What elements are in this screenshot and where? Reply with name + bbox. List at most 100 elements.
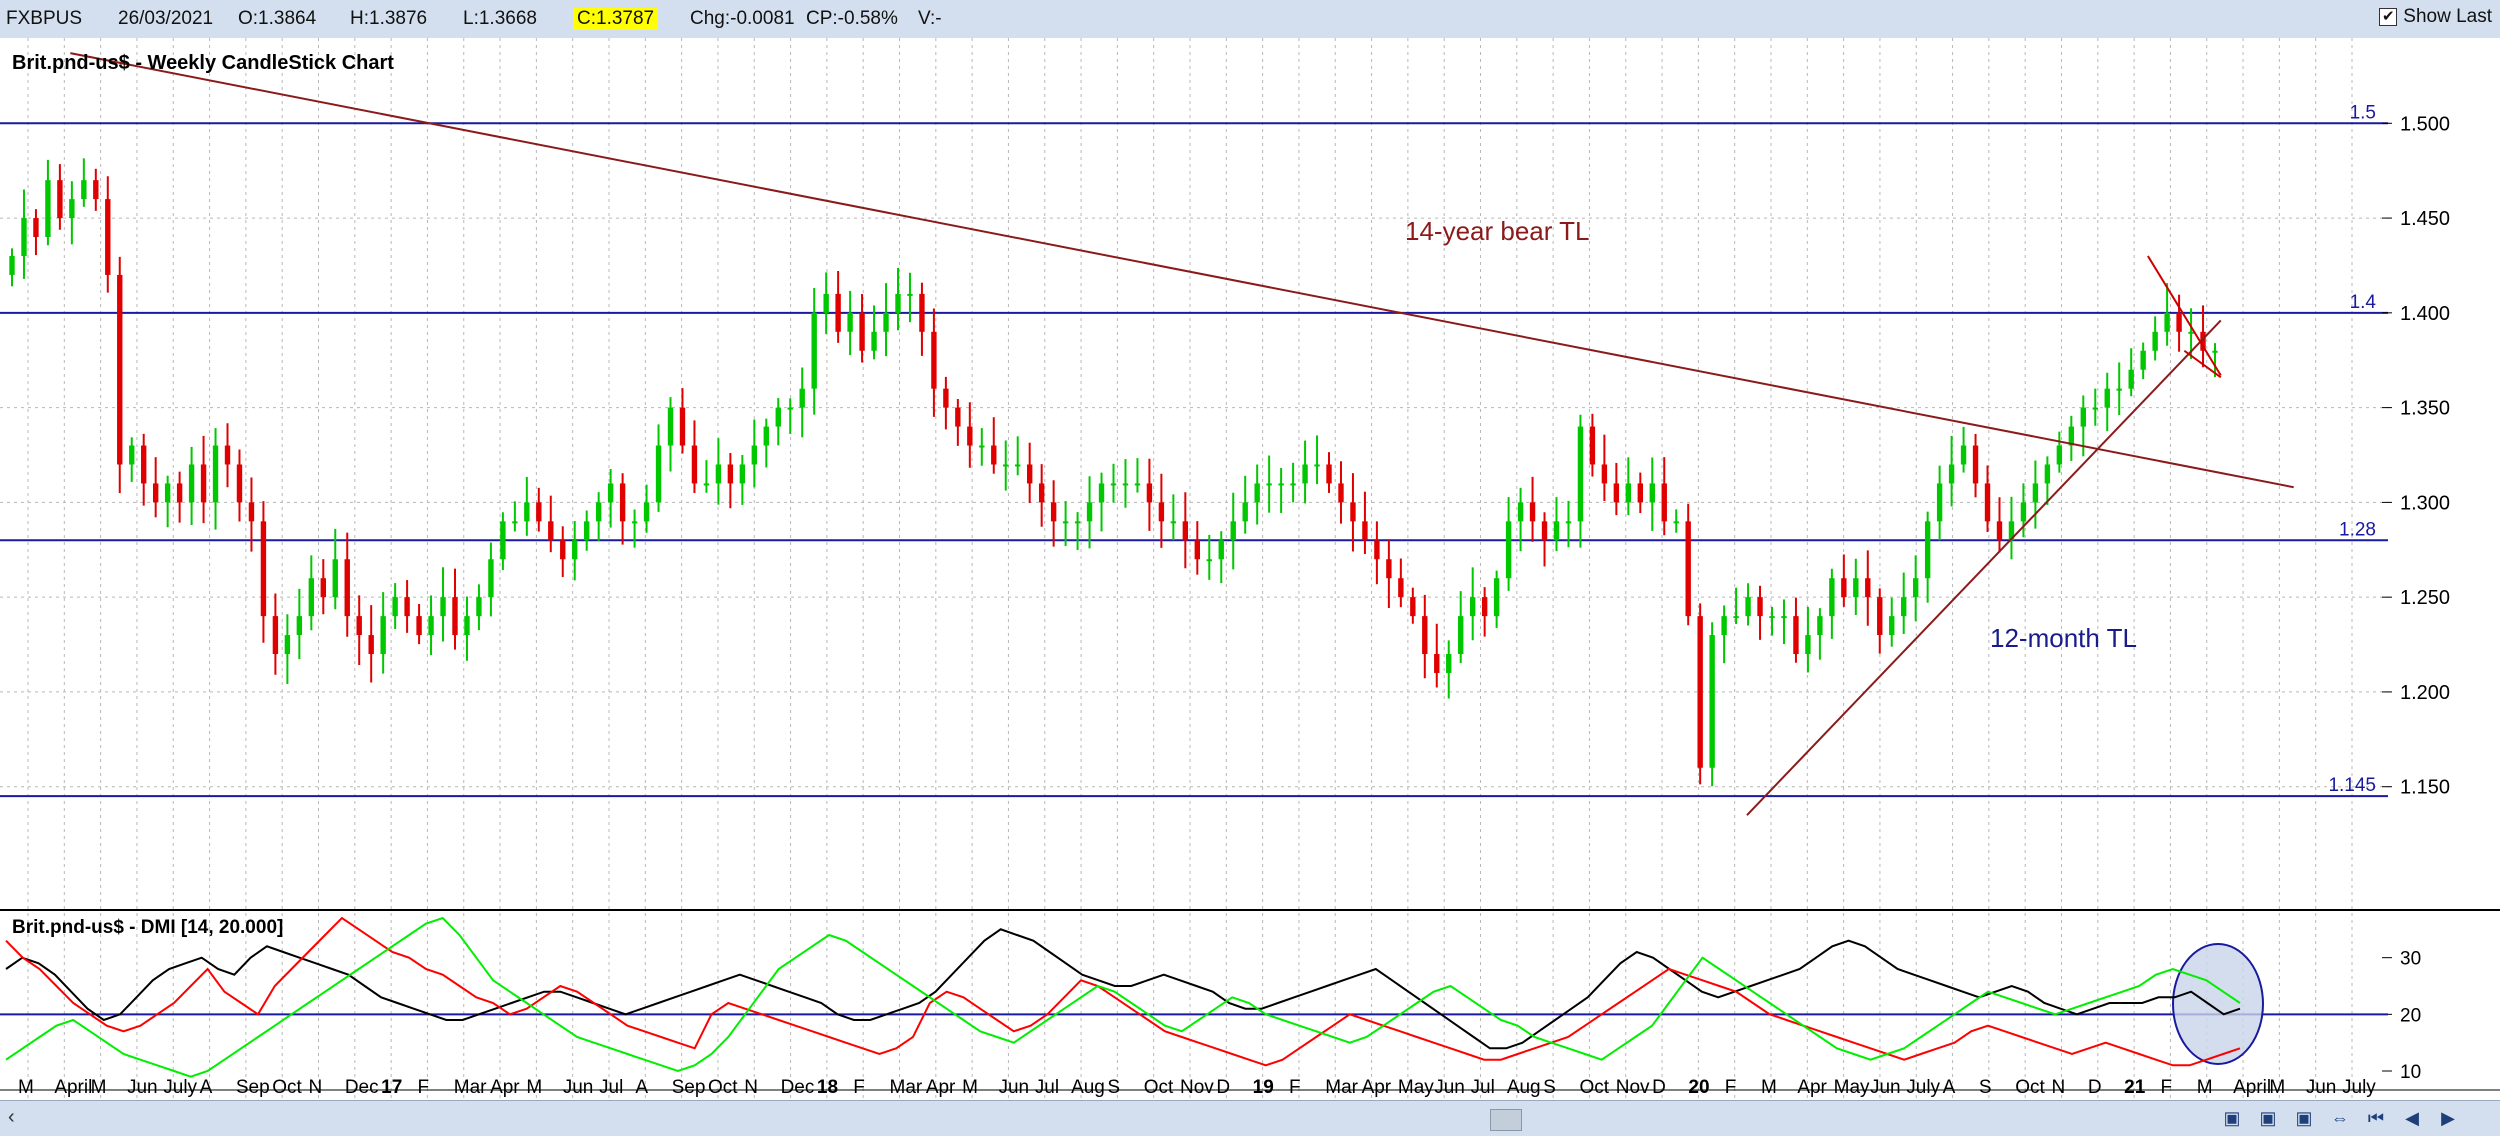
- bear-tl-annotation: 14-year bear TL: [1405, 216, 1590, 246]
- candle-body: [2212, 350, 2218, 353]
- date-axis-label: M: [18, 1077, 34, 1098]
- candle-body: [1649, 483, 1655, 503]
- date-axis-label: Jul: [1471, 1077, 1495, 1098]
- candle-body: [272, 616, 279, 655]
- candle-body: [1505, 521, 1512, 579]
- price-tick-label: 1.500: [2400, 113, 2450, 135]
- candle-body: [655, 445, 662, 503]
- candle-body: [548, 521, 554, 541]
- candle-body: [105, 199, 111, 275]
- candle-body: [1625, 483, 1632, 503]
- candle-body: [404, 597, 410, 617]
- candle-body: [1936, 483, 1943, 522]
- date-axis-label: Apr: [1797, 1077, 1827, 1098]
- candle-body: [1673, 521, 1679, 524]
- candle-body: [1948, 464, 1955, 484]
- date-axis-label: Dec: [345, 1077, 379, 1098]
- candle-body: [679, 407, 686, 446]
- volume-value: V:-: [918, 8, 942, 29]
- candle-body: [595, 502, 602, 522]
- candle-body: [1386, 559, 1392, 579]
- candle-body: [1302, 464, 1308, 484]
- show-last-label: Show Last: [2403, 6, 2492, 27]
- date-axis-label: Jun: [1870, 1077, 1901, 1098]
- candle-body: [1146, 483, 1153, 503]
- date-axis-label: A: [635, 1077, 648, 1098]
- zoom-out-icon[interactable]: ▣: [2259, 1107, 2277, 1128]
- date-axis-label: F: [1289, 1077, 1301, 1098]
- open-value: O:1.3864: [238, 8, 317, 29]
- candle-body: [1122, 483, 1129, 486]
- scroll-left-icon[interactable]: ‹: [8, 1106, 15, 1128]
- candle-body: [715, 464, 722, 484]
- candle-body: [1266, 483, 1272, 486]
- zoom-in-icon[interactable]: ▣: [2223, 1107, 2241, 1128]
- scroll-start-icon[interactable]: ⏮: [2367, 1107, 2385, 1128]
- candle-body: [57, 180, 63, 219]
- scroll-bar[interactable]: ‹ ▣ ▣ ▣ ⇔ ⏮ ◀ ▶: [0, 1100, 2500, 1136]
- candle-body: [1757, 597, 1763, 617]
- candle-body: [691, 445, 698, 484]
- candle-body: [248, 502, 255, 522]
- change-value: Chg:-0.0081: [690, 8, 795, 29]
- candle-body: [835, 293, 841, 332]
- price-tick-label: 1.200: [2400, 682, 2450, 704]
- candle-body: [2152, 331, 2158, 351]
- show-last-checkbox[interactable]: ✔: [2379, 8, 2398, 26]
- date-axis-label: July: [1906, 1077, 1940, 1098]
- candle-body: [1793, 616, 1799, 655]
- candle-body: [1134, 483, 1141, 486]
- candle-body: [751, 445, 758, 465]
- zoom-fit-icon[interactable]: ▣: [2295, 1107, 2313, 1128]
- candle-body: [1613, 483, 1620, 503]
- candle-body: [955, 407, 961, 427]
- candle-body: [2116, 388, 2122, 391]
- candle-body: [1422, 616, 1428, 655]
- dmi-pane: 30 20 10: [0, 916, 2421, 1083]
- candle-body: [1984, 483, 1991, 522]
- date-axis-label: Oct: [2015, 1077, 2045, 1098]
- candle-body: [1362, 521, 1368, 541]
- candle-body: [356, 616, 362, 636]
- date-axis-label: July: [2342, 1077, 2376, 1098]
- scroll-forward-icon[interactable]: ▶: [2441, 1107, 2455, 1128]
- show-last-toggle[interactable]: ✔ Show Last: [2379, 6, 2492, 28]
- date-axis-label: F: [2160, 1077, 2172, 1098]
- candle-body: [1278, 483, 1284, 486]
- price-tick-label: 1.150: [2400, 777, 2450, 799]
- trendlines: [70, 52, 2294, 816]
- candle-body: [1481, 597, 1488, 617]
- date-axis-label: 20: [1688, 1077, 1709, 1098]
- date-axis-label: 21: [2124, 1077, 2146, 1098]
- candle-body: [1912, 578, 1919, 598]
- date-axis-label: F: [1725, 1077, 1737, 1098]
- candle-body: [524, 502, 530, 522]
- candle-body: [476, 597, 482, 617]
- candle-body: [1841, 578, 1847, 598]
- level-label: 1.5: [2350, 102, 2376, 123]
- candle-body: [703, 483, 710, 486]
- price-tick-label: 1.350: [2400, 398, 2450, 420]
- date-axis-label: Apr: [926, 1077, 956, 1098]
- date-axis-label: M: [91, 1077, 107, 1098]
- chart-area[interactable]: 1.5 1.4 1.28 1.145 1.500 1.450 1.400 1.350 1.30…: [0, 38, 2500, 1100]
- date-axis-label: Jun: [998, 1077, 1029, 1098]
- candle-body: [464, 616, 470, 636]
- scroll-back-icon[interactable]: ◀: [2405, 1107, 2419, 1128]
- candle-body: [931, 331, 937, 389]
- candle-body: [667, 407, 674, 446]
- candle-body: [1889, 616, 1895, 636]
- candle-body: [1015, 464, 1021, 467]
- candle-body: [1781, 616, 1787, 619]
- candle-body: [823, 293, 829, 313]
- expand-icon[interactable]: ⇔: [2331, 1107, 2349, 1128]
- scroll-thumb[interactable]: [1490, 1109, 1522, 1131]
- candle-body: [1194, 540, 1201, 560]
- candle-body: [1098, 483, 1105, 503]
- candle-body: [1374, 540, 1380, 560]
- candle-body: [1745, 597, 1751, 617]
- candle-body: [2128, 369, 2134, 389]
- candle-body: [1589, 426, 1596, 465]
- date-axis-label: M: [526, 1077, 542, 1098]
- candle-body: [1182, 521, 1189, 541]
